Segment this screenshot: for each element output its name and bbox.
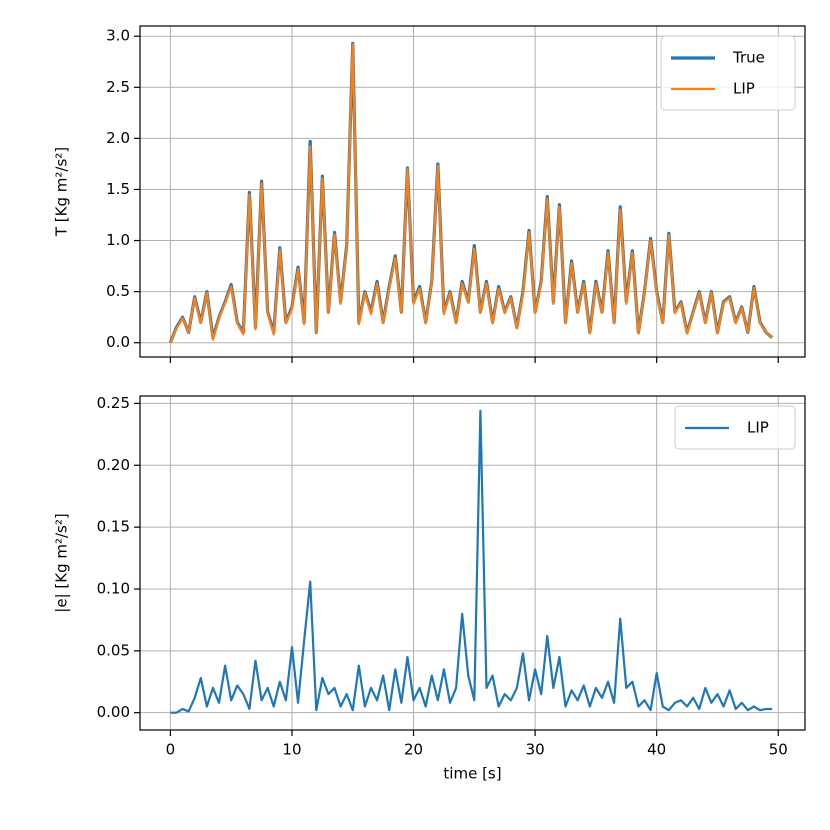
- y-tick-label: 0.15: [97, 518, 130, 536]
- y-tick-label: 2.5: [106, 78, 130, 96]
- axes-frame: [139, 25, 806, 358]
- x-tick-label: 0: [166, 741, 176, 759]
- x-axis-label: time [s]: [443, 765, 501, 783]
- y-tick-label: 0.5: [106, 282, 130, 300]
- x-tick-label: 50: [769, 741, 788, 759]
- y-axis-label: T [Kg m²/s²]: [53, 147, 71, 237]
- y-tick-label: 0.20: [97, 456, 130, 474]
- y-tick-label: 0.10: [97, 579, 130, 597]
- y-tick-label: 0.0: [106, 333, 130, 351]
- y-tick-label: 1.5: [106, 180, 130, 198]
- y-axis-label: |e| [Kg m²/s²]: [53, 513, 71, 612]
- legend-label: True: [732, 49, 765, 67]
- x-tick-label: 40: [647, 741, 666, 759]
- x-tick-label: 20: [404, 741, 423, 759]
- axes-frame: [139, 395, 806, 731]
- y-tick-label: 1.0: [106, 231, 130, 249]
- y-tick-label: 0.00: [97, 703, 130, 721]
- legend-label: LIP: [747, 419, 769, 437]
- x-tick-label: 10: [282, 741, 301, 759]
- legend-box: [660, 35, 796, 111]
- legend-box: [674, 405, 796, 450]
- y-tick-label: 3.0: [106, 27, 130, 45]
- legend-label: LIP: [733, 80, 755, 98]
- y-tick-label: 2.0: [106, 129, 130, 147]
- y-tick-label: 0.25: [97, 394, 130, 412]
- line-series: [169, 43, 773, 344]
- line-series: [170, 409, 773, 714]
- y-tick-label: 0.05: [97, 641, 130, 659]
- x-tick-label: 30: [526, 741, 545, 759]
